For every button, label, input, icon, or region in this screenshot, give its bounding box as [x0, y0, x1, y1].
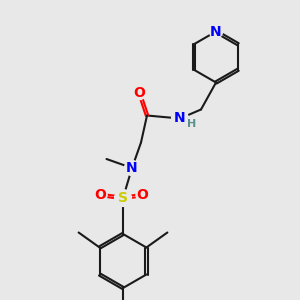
Circle shape [136, 188, 149, 202]
Circle shape [172, 110, 188, 127]
Circle shape [115, 190, 131, 206]
Circle shape [124, 160, 140, 175]
Circle shape [94, 188, 107, 202]
Text: O: O [134, 86, 146, 100]
Text: H: H [187, 119, 196, 129]
Circle shape [133, 86, 146, 100]
Text: N: N [174, 112, 186, 125]
Text: S: S [118, 191, 128, 205]
Text: N: N [210, 25, 222, 38]
Circle shape [209, 25, 223, 38]
Text: O: O [136, 188, 148, 202]
Text: N: N [126, 161, 138, 175]
Text: O: O [94, 188, 106, 202]
